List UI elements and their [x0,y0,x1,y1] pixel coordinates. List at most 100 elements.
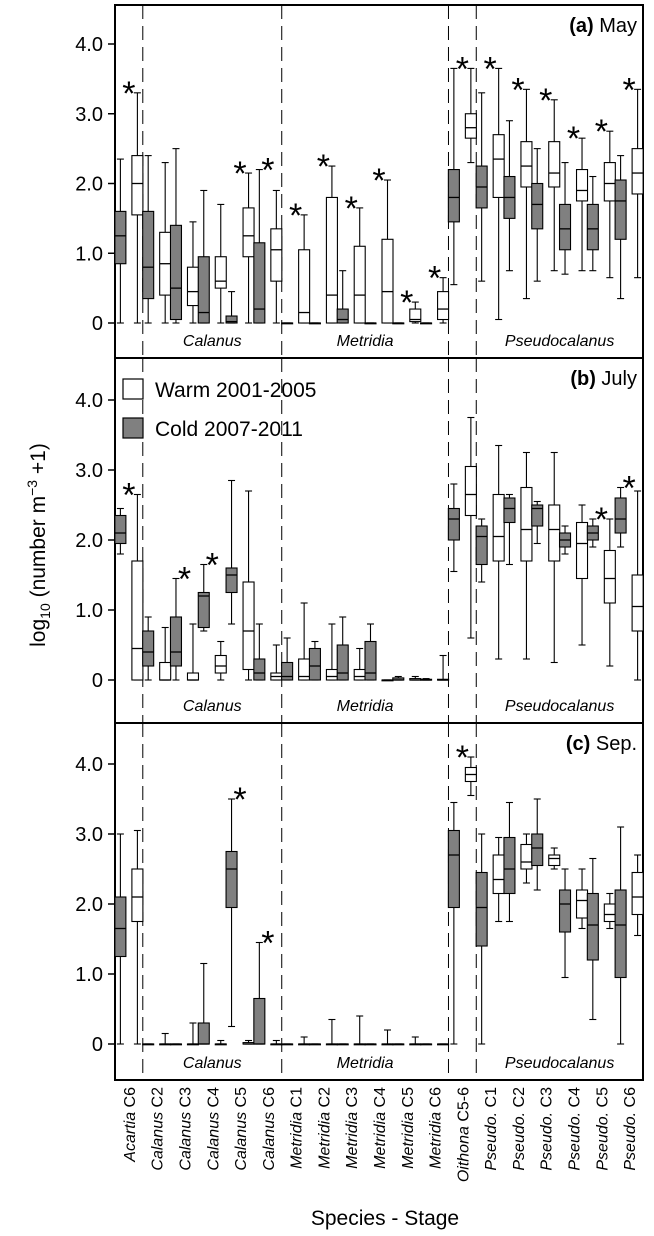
x-category-label: Metridia C5 [400,1087,417,1169]
box-warm [464,67,477,164]
box-iqr [281,661,294,681]
box-warm [437,1043,450,1046]
box-warm [186,1022,200,1046]
box-warm [409,675,422,681]
significance-star: * [539,82,552,120]
box-cold [336,1043,349,1046]
box-warm [131,829,144,1045]
panel-label: (c) Sep. [566,733,637,755]
box-iqr [548,141,561,188]
box-warm [575,137,589,272]
box-warm [325,1018,338,1046]
box-cold [364,623,377,681]
box-iqr [142,210,155,300]
legend-swatch-warm [122,378,144,400]
box-iqr [197,1022,210,1045]
box-warm [631,88,644,279]
box-iqr [603,549,616,604]
x-category-label: Acartia C6 [122,1087,139,1163]
box-warm [492,67,505,321]
y-tick-label: 1.0 [75,964,103,986]
panel-0: 0 1.0 2.0 3.0 4.0 * * * * * * * * * * * * * * * * (a) May Cala… [75,4,644,359]
box-warm [159,1032,172,1046]
box-cold [558,868,572,979]
box-warm [437,654,450,681]
box-cold [420,1043,433,1046]
box-iqr [614,889,627,979]
box-warm [381,179,394,324]
box-iqr [381,238,394,324]
box-cold [197,189,210,324]
x-category-label: Calanus C4 [205,1087,222,1171]
box-warm [353,647,366,681]
y-tick-label: 3.0 [75,824,103,846]
box-iqr [447,829,460,909]
box-iqr [336,308,349,324]
group-label: Metridia [337,698,394,715]
box-iqr [586,892,599,961]
box-iqr [242,581,255,671]
box-iqr [186,266,200,307]
significance-star: * [178,561,191,599]
box-iqr [575,169,589,202]
box-cold [142,155,155,324]
significance-star: * [622,71,635,109]
box-iqr [614,497,627,534]
box-cold [281,322,294,325]
y-tick-label: 3.0 [75,460,103,482]
legend-label-cold: Cold 2007-2011 [155,418,303,441]
box-cold [531,500,544,545]
box-iqr [131,155,144,216]
box-warm [548,451,561,664]
box-iqr [548,504,561,562]
box-warm [437,277,450,324]
box-cold [336,270,349,324]
box-warm [381,679,394,682]
box-warm [575,868,589,930]
box-iqr [131,560,144,681]
significance-star: * [206,547,219,585]
box-cold [364,322,377,325]
box-cold [225,291,238,324]
box-iqr [214,654,227,674]
significance-star: * [289,197,302,235]
box-iqr [325,668,338,681]
box-cold [197,563,210,632]
box-cold [475,92,488,282]
box-iqr [325,196,338,324]
box-warm [298,214,311,324]
box-warm [492,444,505,660]
box-warm [631,490,644,681]
x-category-label: Pseudo. C5 [594,1087,611,1171]
significance-star: * [456,739,469,777]
box-cold [558,525,572,555]
x-category-label: Metridia C4 [372,1087,389,1169]
significance-star: * [567,120,580,158]
box-iqr [558,203,572,251]
group-label: Pseudocalanus [505,698,614,715]
box-iqr [475,871,488,947]
box-warm [270,189,283,324]
group-label: Calanus [183,1055,242,1072]
box-warm [270,644,283,681]
box-cold [614,826,627,1045]
box-warm [575,504,589,646]
panel-label: (a) May [569,15,637,37]
box-warm [381,1029,394,1046]
significance-star: * [595,113,608,151]
box-warm [409,1036,422,1046]
box-iqr [225,850,238,909]
x-category-label: Pseudo. C4 [567,1087,584,1171]
box-iqr [197,256,210,324]
box-iqr [169,616,183,667]
box-warm [242,490,255,681]
significance-star: * [317,148,330,186]
box-iqr [353,668,366,681]
box-warm [270,1039,283,1046]
box-cold [503,801,516,923]
box-cold [142,616,155,681]
box-cold [586,857,599,1021]
box-cold [447,483,460,573]
box-iqr [520,141,533,188]
box-cold [531,798,544,891]
